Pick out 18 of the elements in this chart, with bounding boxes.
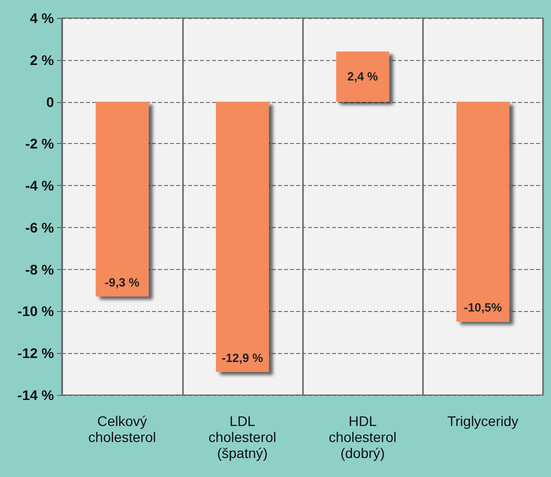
y-tick-label: 2 % [30, 52, 55, 68]
y-tick-label: -4 % [25, 178, 55, 194]
data-label: 2,4 % [347, 70, 378, 84]
x-tick-label: Triglyceridy [447, 413, 518, 429]
y-tick-label: 0 [46, 94, 54, 110]
data-label: -12,9 % [222, 350, 264, 365]
x-tick-label: Celkový cholesterol [88, 413, 156, 445]
x-tick-label: LDL cholesterol (špatný) [208, 413, 276, 461]
y-tick-label: -14 % [17, 387, 55, 403]
y-tick-label: 4 % [30, 10, 55, 26]
data-label: -9,3 % [104, 276, 140, 290]
y-tick-label: -8 % [25, 261, 55, 278]
y-tick-label: -2 % [25, 136, 55, 152]
y-tick-label: -12 % [17, 345, 55, 362]
x-tick-label: HDL cholesterol (dobrý) [328, 413, 396, 461]
y-tick-label: -10 % [17, 303, 55, 320]
y-tick-label: -6 % [25, 219, 55, 236]
data-label: -10,5% [464, 300, 502, 315]
